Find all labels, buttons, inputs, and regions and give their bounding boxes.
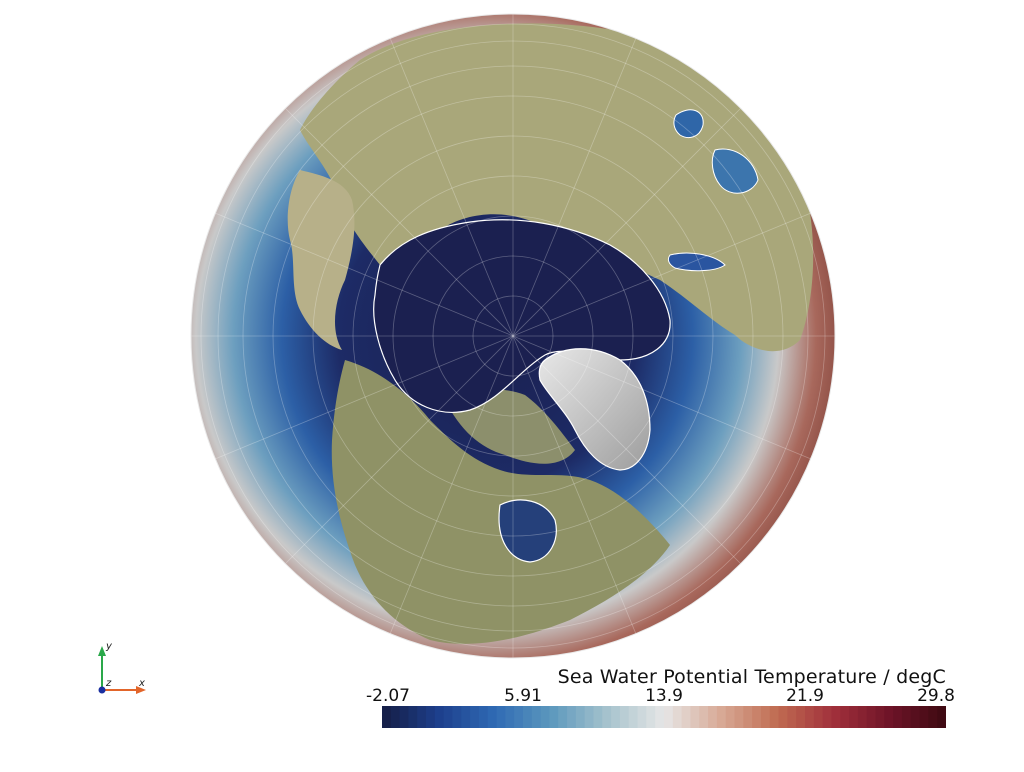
- colorbar-swatch: [575, 706, 586, 728]
- colorbar-swatch: [787, 706, 797, 728]
- colorbar-swatch: [655, 706, 665, 728]
- colorbar-swatch: [831, 706, 841, 728]
- colorbar-swatch: [681, 706, 692, 728]
- colorbar-tick-label: 5.91: [504, 686, 542, 706]
- colorbar-swatch: [540, 706, 551, 728]
- colorbar-swatch: [470, 706, 480, 728]
- colorbar-title: Sea Water Potential Temperature / degC: [557, 666, 946, 688]
- colorbar-swatch: [796, 706, 806, 728]
- colorbar-swatch: [611, 706, 621, 728]
- north-america-landmass: [331, 360, 670, 644]
- greenland-ice: [538, 348, 651, 471]
- colorbar: [382, 706, 946, 728]
- colorbar-tick-label: 21.9: [786, 686, 824, 706]
- colorbar-swatch: [523, 706, 533, 728]
- colorbar-swatch: [928, 706, 938, 728]
- colorbar-swatch: [628, 706, 639, 728]
- colorbar-swatch: [937, 706, 946, 728]
- europe-landmass: [287, 170, 355, 350]
- colorbar-swatch: [875, 706, 885, 728]
- colorbar-swatch: [408, 706, 418, 728]
- colorbar-swatch: [822, 706, 833, 728]
- ocean-model-grid: [191, 14, 835, 658]
- colorbar-swatch: [866, 706, 877, 728]
- y-axis-arrow: [98, 646, 106, 656]
- colorbar-swatch: [505, 706, 515, 728]
- colorbar-swatch: [884, 706, 894, 728]
- colorbar-swatch: [487, 706, 498, 728]
- colorbar-swatch: [760, 706, 771, 728]
- colorbar-swatch: [716, 706, 727, 728]
- colorbar-swatch: [531, 706, 542, 728]
- colorbar-swatch: [461, 706, 471, 728]
- colorbar-swatch: [910, 706, 921, 728]
- colorbar-swatch: [558, 706, 568, 728]
- x-axis-arrow: [136, 686, 146, 694]
- black-sea: [711, 148, 759, 194]
- caspian-sea: [673, 109, 704, 138]
- z-axis-label: z: [106, 678, 112, 689]
- colorbar-swatch: [426, 706, 436, 728]
- colorbar-swatch: [893, 706, 903, 728]
- colorbar-tick-label: 29.8: [917, 686, 955, 706]
- globe[interactable]: [191, 14, 835, 658]
- x-axis-label: x: [139, 678, 145, 689]
- colorbar-swatch: [805, 706, 815, 728]
- colorbar-swatch: [399, 706, 410, 728]
- colorbar-swatch: [664, 706, 674, 728]
- colorbar-swatch: [752, 706, 762, 728]
- colorbar-swatch: [417, 706, 427, 728]
- colorbar-tick-label: -2.07: [366, 686, 410, 706]
- colorbar-swatch: [849, 706, 859, 728]
- baltic-sea: [667, 252, 726, 272]
- colorbar-swatch: [514, 706, 524, 728]
- colorbar-swatch: [690, 706, 700, 728]
- colorbar-swatch: [443, 706, 454, 728]
- colorbar-swatch: [672, 706, 683, 728]
- colorbar-swatch: [725, 706, 736, 728]
- colorbar-swatch: [708, 706, 718, 728]
- colorbar-swatch: [769, 706, 780, 728]
- colorbar-swatch: [434, 706, 445, 728]
- y-axis-label: y: [106, 641, 112, 652]
- colorbar-tick-label: 13.9: [645, 686, 683, 706]
- orientation-axes-widget: [98, 646, 146, 694]
- colorbar-swatch: [619, 706, 630, 728]
- colorbar-swatch: [382, 706, 392, 728]
- colorbar-swatch: [549, 706, 559, 728]
- colorbar-swatch: [567, 706, 577, 728]
- colorbar-swatch: [584, 706, 595, 728]
- colorbar-swatch: [778, 706, 788, 728]
- colorbar-swatch: [478, 706, 489, 728]
- colorbar-swatch: [919, 706, 929, 728]
- colorbar-swatch: [452, 706, 462, 728]
- colorbar-swatch: [743, 706, 753, 728]
- colorbar-swatch: [602, 706, 612, 728]
- colorbar-swatch: [593, 706, 603, 728]
- colorbar-swatch: [699, 706, 709, 728]
- canadian-archipelago: [445, 389, 575, 464]
- colorbar-swatch: [813, 706, 824, 728]
- z-axis-dot: [98, 686, 106, 694]
- globe-outline: [190, 13, 836, 659]
- colorbar-swatch: [901, 706, 912, 728]
- colorbar-swatch: [390, 706, 401, 728]
- colorbar-swatch: [840, 706, 850, 728]
- hudson-bay: [498, 499, 557, 563]
- colorbar-swatch: [496, 706, 506, 728]
- colorbar-swatch: [734, 706, 744, 728]
- colorbar-swatch: [637, 706, 647, 728]
- colorbar-swatch: [857, 706, 868, 728]
- colorbar-swatch: [646, 706, 656, 728]
